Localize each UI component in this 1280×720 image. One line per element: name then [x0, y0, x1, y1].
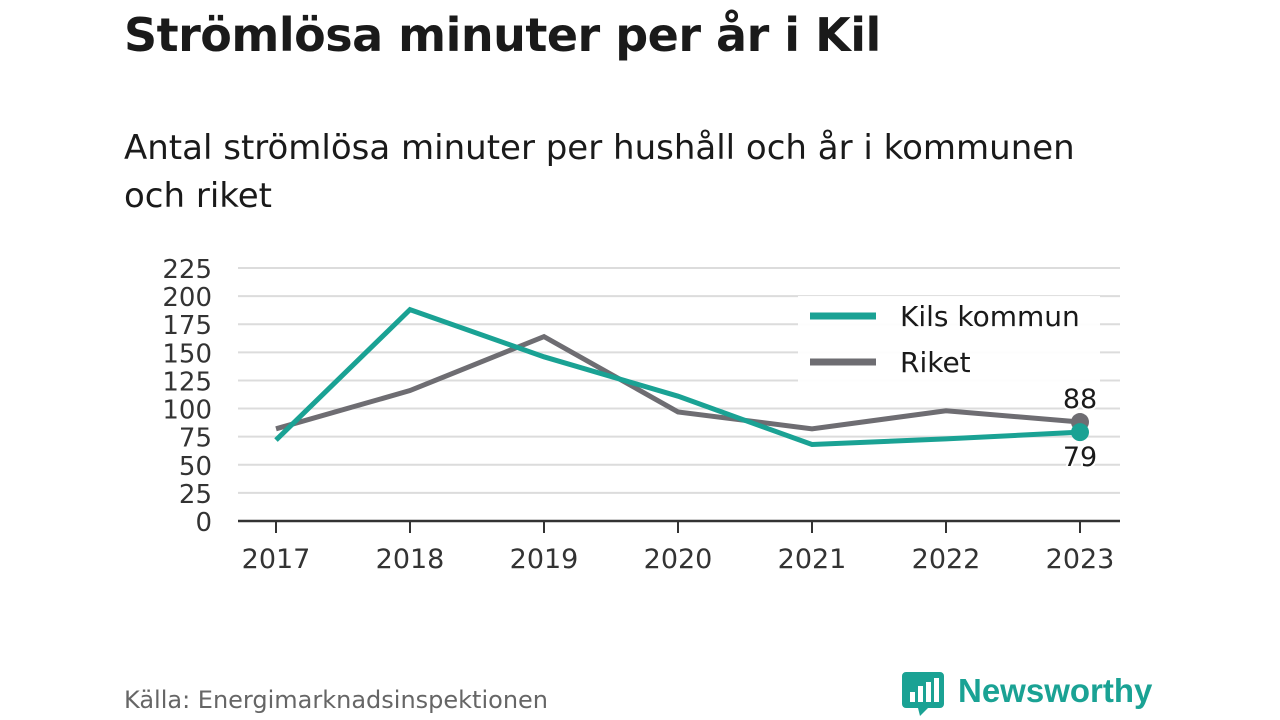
brand-name: Newsworthy — [958, 672, 1153, 709]
y-tick-label: 75 — [179, 424, 212, 454]
x-tick-label: 2019 — [510, 544, 579, 575]
series-line — [274, 306, 1081, 448]
x-tick-label: 2023 — [1046, 544, 1115, 575]
end-point — [1071, 423, 1089, 442]
source-note: Källa: Energimarknadsinspektionen — [124, 686, 549, 714]
y-tick-label: 25 — [179, 480, 212, 510]
x-tick-label: 2018 — [376, 544, 445, 575]
data-label: 88 — [1063, 384, 1097, 415]
y-tick-label: 100 — [162, 396, 212, 426]
legend-label: Riket — [900, 346, 971, 379]
y-tick-label: 0 — [195, 508, 212, 538]
chart-title: Strömlösa minuter per år i Kil — [124, 8, 881, 62]
x-tick-label: 2022 — [912, 544, 981, 575]
y-tick-label: 200 — [162, 283, 212, 313]
x-tick-label: 2017 — [242, 544, 311, 575]
chart-subtitle: Antal strömlösa minuter per hushåll och … — [124, 128, 1075, 216]
brand-logo[interactable]: Newsworthy — [902, 670, 1162, 718]
x-tick-label: 2020 — [644, 544, 713, 575]
y-tick-label: 225 — [162, 255, 212, 285]
y-tick-label: 175 — [162, 311, 212, 341]
legend-label: Kils kommun — [900, 300, 1080, 333]
y-tick-label: 50 — [179, 452, 212, 482]
newsworthy-logo-icon — [902, 672, 944, 716]
y-tick-label: 125 — [162, 367, 212, 397]
series-line — [275, 333, 1081, 432]
y-tick-label: 150 — [162, 339, 212, 369]
legend-box — [798, 296, 1100, 384]
x-tick-label: 2021 — [778, 544, 847, 575]
data-label: 79 — [1063, 442, 1097, 473]
